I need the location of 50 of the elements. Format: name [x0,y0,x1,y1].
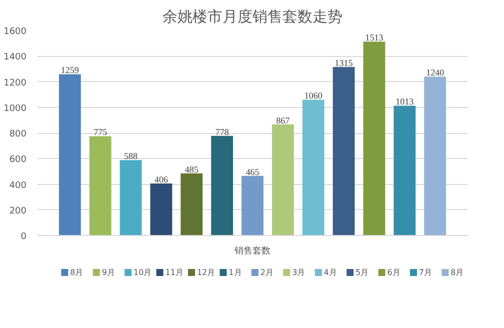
legend-label: 2月 [260,268,274,277]
bar [120,160,142,236]
legend-label: 1月 [228,268,242,277]
bar [332,67,355,236]
data-label: 775 [94,127,108,138]
data-label: 1240 [426,68,445,78]
bar [424,76,446,236]
bar [211,136,234,236]
legend-label: 8月 [70,268,84,277]
legend-label: 7月 [418,268,432,277]
legend-label: 8月 [450,268,464,277]
y-tick-label: 1000 [4,104,27,114]
legend-label: 4月 [324,268,337,277]
legend-label: 11月 [165,268,184,277]
bar [150,183,172,236]
data-label: 1315 [334,58,354,68]
y-tick-label: 200 [9,206,27,216]
bar [180,173,203,236]
data-label: 588 [124,151,138,162]
bar [363,42,386,236]
chart-title: 余姚楼市月度销售套数走势 [162,8,342,26]
y-tick-label: 600 [9,155,27,166]
y-tick-label: 800 [9,130,27,140]
data-label: 1013 [396,96,414,107]
legend-label: 10月 [134,268,152,277]
x-tick-label: 销售套数 [234,246,270,256]
bar [272,124,294,236]
data-label: 406 [154,174,168,184]
legend-label: 9月 [102,268,115,277]
legend-label: 6月 [387,268,400,277]
legend-label: 12月 [196,268,216,277]
bar [242,176,264,236]
bar [89,136,112,236]
bar [302,100,324,236]
bar [58,74,81,236]
data-label: 778 [215,126,230,137]
y-tick-label: 1600 [4,27,27,37]
legend-label: 5月 [356,268,369,277]
y-tick-label: 1200 [4,78,27,88]
data-label: 1060 [304,90,323,101]
bar [394,106,416,236]
y-tick-label: 400 [9,180,27,191]
y-tick-label: 1400 [4,52,27,63]
data-label: 465 [246,166,260,177]
data-label: 1259 [60,65,80,76]
data-label: 485 [184,164,199,174]
y-tick-label: 0 [20,232,27,242]
legend-label: 3月 [292,268,306,277]
data-label: 1513 [365,32,384,43]
data-label: 867 [276,115,290,126]
